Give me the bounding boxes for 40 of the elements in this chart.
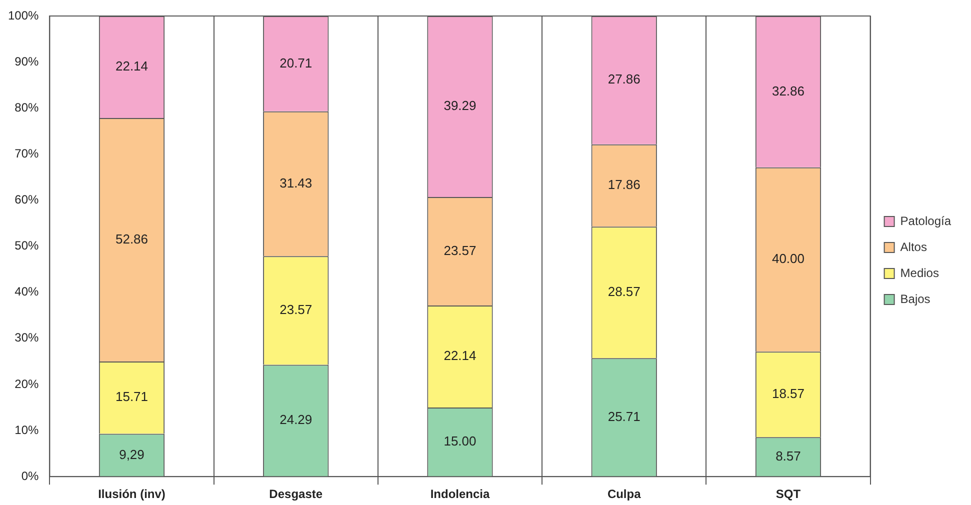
legend-label: Medios xyxy=(900,266,939,280)
data-label: 23.57 xyxy=(280,302,312,318)
data-label: 23.57 xyxy=(444,242,476,258)
y-tick-label: 0% xyxy=(21,468,40,483)
data-label: 22.14 xyxy=(444,348,476,364)
data-label: 39.29 xyxy=(444,98,476,114)
data-label: 24.29 xyxy=(280,412,312,428)
y-tick-label: 10% xyxy=(14,422,40,437)
data-label: 28.57 xyxy=(608,284,640,299)
x-tick-label: Desgaste xyxy=(269,487,323,502)
y-tick-label: 100% xyxy=(8,8,40,22)
data-label: 40.00 xyxy=(772,251,805,266)
data-label: 52.86 xyxy=(115,231,148,246)
data-label: 32.86 xyxy=(772,83,805,98)
x-tick-label: Culpa xyxy=(607,487,642,502)
legend-label: Patología xyxy=(900,214,952,228)
x-tick-label: Ilusión (inv) xyxy=(98,487,166,502)
x-tick-label: Indolencia xyxy=(430,487,490,502)
data-label: 17.86 xyxy=(608,177,640,192)
y-tick-label: 70% xyxy=(14,146,40,160)
data-label: 22.14 xyxy=(115,58,148,74)
y-tick-label: 30% xyxy=(14,330,40,345)
legend-label: Altos xyxy=(900,240,927,254)
data-label: 20.71 xyxy=(280,55,312,70)
y-tick-label: 60% xyxy=(14,192,40,207)
y-tick-label: 20% xyxy=(14,376,40,391)
legend-label: Bajos xyxy=(900,292,930,306)
data-label: 25.71 xyxy=(608,408,640,424)
data-label: 15.71 xyxy=(115,389,148,404)
data-label: 8.57 xyxy=(776,448,801,464)
data-label: 9,29 xyxy=(119,446,144,462)
y-tick-label: 50% xyxy=(14,238,40,253)
y-tick-label: 40% xyxy=(14,284,40,299)
data-label: 27.86 xyxy=(608,72,640,87)
y-tick-label: 80% xyxy=(14,100,40,114)
x-tick-label: SQT xyxy=(776,487,802,502)
data-label: 18.57 xyxy=(772,386,805,401)
y-tick-label: 90% xyxy=(14,54,40,68)
data-label: 31.43 xyxy=(280,175,312,190)
data-label: 15.00 xyxy=(444,434,476,449)
